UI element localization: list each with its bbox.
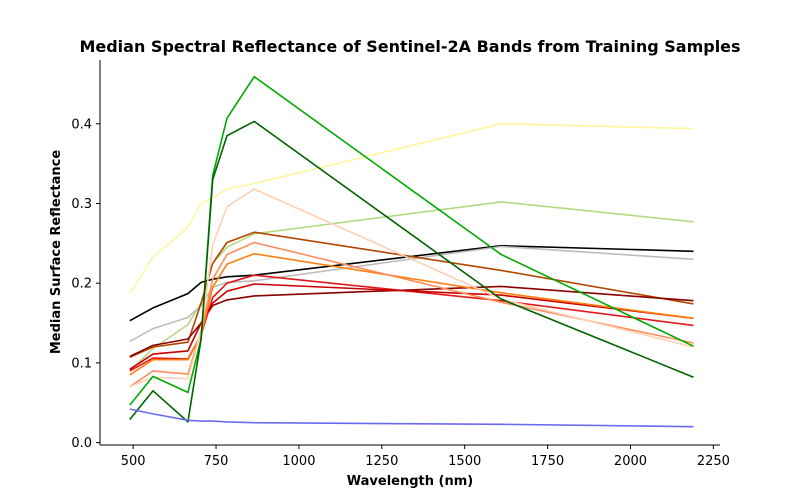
y-axis-label: Median Surface Reflectance [49, 150, 64, 355]
x-tick-label: 1750 [531, 454, 564, 469]
y-tick-label: 0.2 [71, 277, 92, 292]
x-tick-label: 2250 [697, 454, 730, 469]
series-line-9 [129, 252, 694, 376]
series-line-5 [129, 231, 694, 359]
x-tick-label: 1000 [282, 454, 315, 469]
plot-area [129, 75, 694, 428]
series-line-8 [129, 283, 694, 370]
x-tick-label: 1250 [365, 454, 398, 469]
series-line-11 [129, 188, 694, 388]
y-tick-label: 0.1 [71, 356, 92, 371]
x-axis-ticks: 500 750 1000 1250 1500 1750 2000 2250 [121, 445, 730, 469]
y-tick-label: 0.4 [71, 117, 92, 132]
x-tick-label: 2000 [614, 454, 647, 469]
x-axis-label: Wavelength (nm) [347, 474, 473, 489]
series-line-10 [129, 241, 694, 388]
y-tick-label: 0.0 [71, 436, 92, 451]
x-tick-label: 1500 [448, 454, 481, 469]
series-line-13 [129, 120, 694, 423]
series-line-14 [129, 408, 694, 428]
series-line-12 [129, 75, 694, 406]
chart-title: Median Spectral Reflectance of Sentinel-… [79, 37, 740, 56]
series-line-6 [129, 285, 694, 358]
y-axis-ticks: 0.0 0.1 0.2 0.3 0.4 [71, 117, 100, 451]
x-tick-label: 750 [204, 454, 229, 469]
y-tick-label: 0.3 [71, 197, 92, 212]
series-line-1 [129, 123, 694, 295]
x-tick-label: 500 [121, 454, 146, 469]
